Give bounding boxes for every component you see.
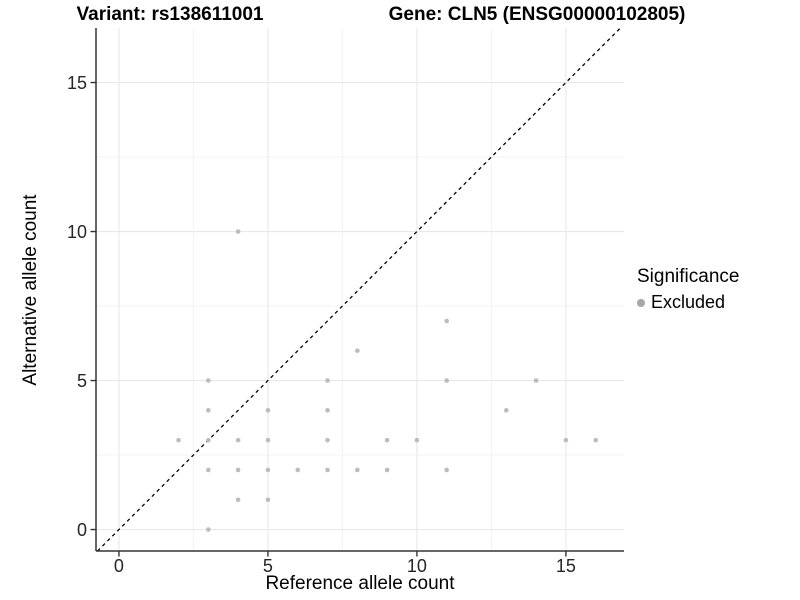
plot-title-gene: Gene: CLN5 (ENSG00000102805) [388, 4, 686, 25]
data-point [206, 437, 211, 443]
data-point [235, 467, 241, 473]
data-point [206, 408, 211, 413]
x-axis-title: Reference allele count [265, 573, 455, 594]
data-point [265, 497, 271, 503]
data-point [325, 437, 330, 443]
data-point [444, 378, 450, 383]
data-point [235, 497, 241, 503]
data-point [384, 467, 390, 473]
data-point [295, 467, 301, 473]
plot-title-variant: Variant: rs138611001 [76, 4, 264, 25]
data-point [504, 408, 509, 413]
data-point [265, 467, 271, 473]
data-point [265, 408, 271, 413]
data-point [593, 437, 598, 443]
legend: Significance Excluded [637, 266, 739, 313]
data-point [235, 229, 241, 234]
data-point [563, 437, 569, 443]
data-point [533, 378, 539, 383]
data-point [414, 437, 420, 443]
x-tick-label: 5 [263, 556, 273, 576]
legend-item-excluded: Excluded [637, 292, 739, 313]
data-point [176, 437, 181, 443]
data-point [444, 318, 450, 324]
y-axis-title: Alternative allele count [20, 194, 41, 386]
legend-point-icon [637, 298, 645, 307]
y-tick-label: 0 [77, 520, 87, 540]
data-point [265, 437, 271, 443]
data-point [384, 437, 390, 443]
data-point [325, 467, 330, 473]
y-tick-label: 5 [77, 371, 87, 391]
data-point [444, 467, 450, 473]
x-tick-label: 10 [407, 556, 427, 576]
data-point [355, 467, 360, 473]
data-point [235, 437, 241, 443]
legend-title: Significance [637, 266, 740, 287]
data-point [206, 527, 211, 532]
y-tick-label: 15 [67, 73, 87, 93]
x-tick-label: 15 [556, 556, 576, 576]
y-tick-label: 10 [67, 222, 87, 242]
data-point [206, 467, 211, 473]
x-tick-label: 0 [114, 556, 124, 576]
data-point [325, 378, 330, 383]
identity-line [97, 27, 621, 552]
data-point [206, 378, 211, 383]
data-point [325, 408, 330, 413]
legend-item-label: Excluded [651, 292, 726, 312]
data-point [355, 348, 360, 354]
